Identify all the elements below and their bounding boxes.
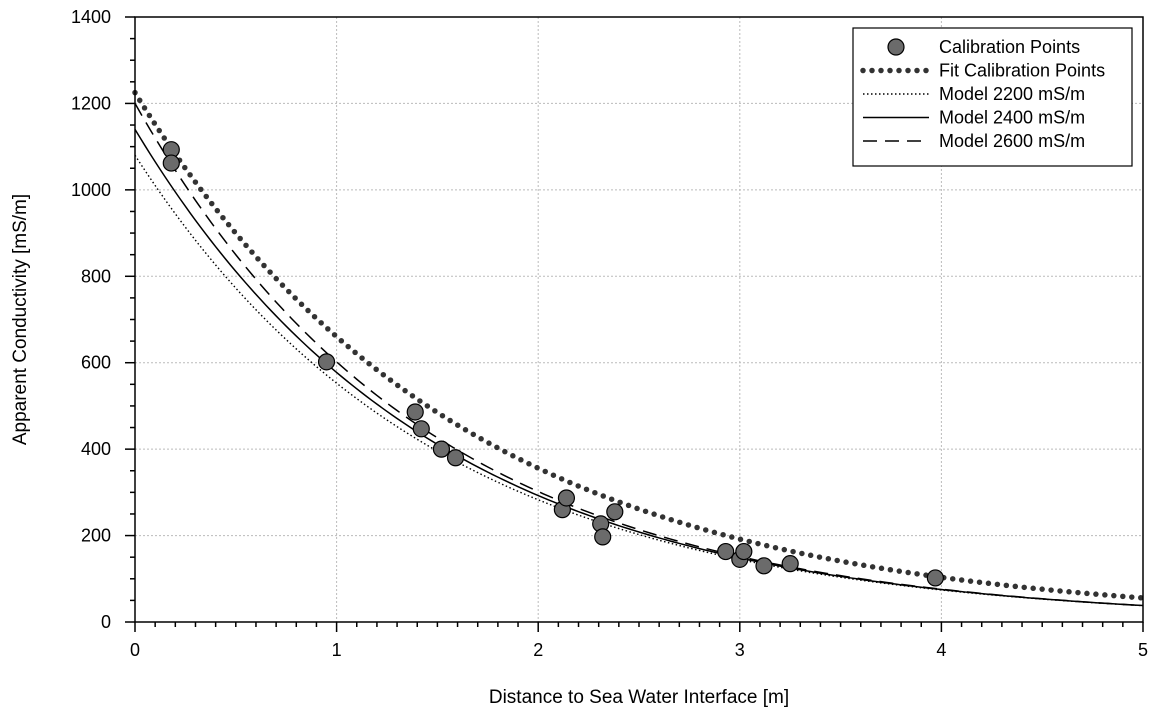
legend-marker-calibration-points bbox=[887, 38, 905, 56]
y-tick-label: 0 bbox=[101, 612, 111, 632]
legend-label: Calibration Points bbox=[939, 37, 1080, 57]
calibration-point bbox=[432, 440, 451, 458]
tick-marks bbox=[125, 16, 1144, 632]
x-tick-label: 3 bbox=[735, 640, 745, 660]
legend-label: Model 2600 mS/m bbox=[939, 131, 1085, 151]
calibration-point bbox=[412, 420, 430, 438]
calibration-point bbox=[594, 528, 612, 546]
x-axis-label: Distance to Sea Water Interface [m] bbox=[489, 687, 789, 708]
calibration-point bbox=[781, 555, 799, 573]
y-tick-label: 1000 bbox=[71, 180, 111, 200]
y-tick-label: 600 bbox=[81, 353, 111, 373]
y-tick-label: 1400 bbox=[71, 7, 111, 27]
curve-model-2200-ms-m bbox=[134, 154, 1144, 607]
calibration-point bbox=[446, 449, 465, 467]
x-tick-label: 5 bbox=[1138, 640, 1148, 660]
calibration-point bbox=[735, 542, 753, 561]
legend: Calibration Points Fit Calibration Points… bbox=[852, 27, 1133, 167]
y-tick-label: 200 bbox=[81, 526, 111, 546]
calibration-point bbox=[557, 489, 576, 507]
x-tick-label: 1 bbox=[332, 640, 342, 660]
legend-label: Model 2400 mS/m bbox=[939, 108, 1085, 128]
calibration-point bbox=[717, 542, 735, 561]
calibration-point bbox=[606, 503, 624, 521]
calibration-points-layer bbox=[162, 141, 944, 587]
y-tick-labels: 0 200 400 600 800 1000 1200 1400 bbox=[71, 7, 111, 632]
y-tick-label: 1200 bbox=[71, 93, 111, 113]
curve-layer bbox=[132, 89, 1146, 607]
x-tick-label: 0 bbox=[130, 640, 140, 660]
curve-model-2600-ms-m bbox=[134, 103, 1144, 607]
y-tick-label: 400 bbox=[81, 439, 111, 459]
calibration-point bbox=[926, 569, 944, 587]
y-tick-label: 800 bbox=[81, 266, 111, 286]
legend-label: Model 2200 mS/m bbox=[939, 84, 1085, 104]
y-axis-label: Apparent Conductivity [mS/m] bbox=[10, 194, 31, 445]
calibration-point bbox=[317, 353, 336, 371]
x-tick-label: 2 bbox=[533, 640, 543, 660]
legend-label: Fit Calibration Points bbox=[939, 61, 1105, 81]
calibration-point bbox=[755, 557, 773, 575]
calibration-point bbox=[162, 154, 180, 172]
curve-model-2400-ms-m bbox=[134, 128, 1144, 607]
x-tick-label: 4 bbox=[936, 640, 946, 660]
x-tick-labels: 0 1 2 3 4 5 bbox=[130, 640, 1148, 660]
curve-fit-calibration-points bbox=[132, 89, 1146, 601]
calibration-point bbox=[406, 403, 424, 421]
